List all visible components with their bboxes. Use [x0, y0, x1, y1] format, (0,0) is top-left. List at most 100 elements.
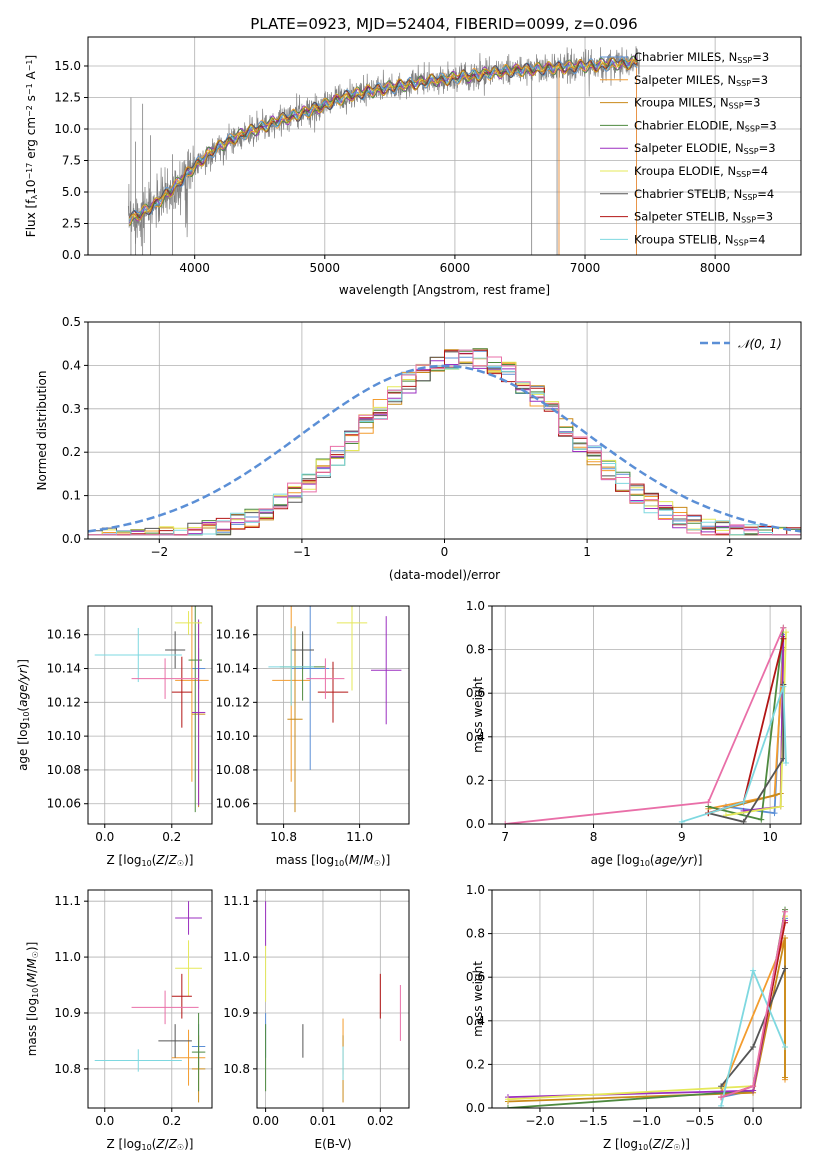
y-tick-label: 0.2: [466, 773, 485, 787]
y-tick-label: 0.2: [466, 1057, 485, 1071]
axes-frame: [87, 889, 213, 1109]
weight-marker: [758, 816, 765, 823]
x-tick-label: 8: [590, 830, 598, 844]
y-tick-label: 15.0: [54, 59, 81, 73]
y-tick-label: 10.14: [216, 662, 250, 676]
y-tick-label: 10.08: [216, 763, 250, 777]
weight-marker: [777, 803, 784, 810]
x-axis-label: (data-model)/error: [389, 568, 500, 582]
x-tick-label: 8000: [700, 261, 731, 275]
axes-frame: [87, 321, 802, 540]
weight-marker: [780, 635, 787, 642]
weight-marker: [782, 934, 789, 941]
y-tick-label: 10.08: [47, 763, 81, 777]
histogram-8: [88, 349, 801, 536]
y-tick-label: 0.6: [466, 970, 485, 984]
weight-marker: [750, 967, 757, 974]
weight-marker: [740, 799, 747, 806]
histogram-9: [88, 349, 801, 536]
weight-line-9: [681, 686, 787, 823]
weight-marker: [782, 629, 789, 636]
y-tick-label: 10.8: [223, 1062, 250, 1076]
y-tick-label: 0.0: [466, 817, 485, 831]
panel-3: 0.0 0.2 10.06 10.08 10.10 10.12 10.14 10.16 Z [l…: [16, 605, 213, 868]
y-tick-label: 0.1: [62, 489, 81, 503]
y-tick-label: 0.8: [466, 643, 485, 657]
x-tick-label: −0.5: [685, 1114, 714, 1128]
x-tick-label: 7: [501, 830, 509, 844]
x-tick-label: −2.0: [525, 1114, 554, 1128]
x-tick-label: 5000: [310, 261, 341, 275]
axes-frame: [491, 605, 802, 825]
x-tick-label: 11.0: [346, 830, 373, 844]
y-tick-label: 5.0: [62, 185, 81, 199]
weight-marker: [718, 1094, 725, 1101]
plot-area: [88, 348, 801, 536]
y-axis-label: mass weight: [471, 961, 485, 1037]
axes-frame: [491, 889, 802, 1109]
x-tick-label: 0.2: [162, 830, 181, 844]
y-axis-label: mass weight: [471, 677, 485, 753]
legend-label: Chabrier MILES, NSSP=3: [634, 50, 769, 65]
weight-marker: [502, 821, 509, 824]
y-tick-label: 10.14: [47, 662, 81, 676]
y-tick-label: 0.4: [62, 358, 81, 372]
weight-marker: [504, 1096, 511, 1103]
y-tick-label: 0.6: [466, 686, 485, 700]
x-tick-label: 0.0: [95, 1114, 114, 1128]
x-tick-label: 0.0: [95, 830, 114, 844]
legend-label: Chabrier ELODIE, NSSP=3: [634, 118, 777, 133]
axes-frame: [256, 605, 410, 825]
legend-label: Kroupa STELIB, NSSP=4: [634, 232, 765, 247]
y-tick-label: 0.4: [466, 1014, 485, 1028]
weight-marker: [750, 1043, 757, 1050]
y-tick-label: 10.12: [47, 695, 81, 709]
y-tick-label: 1.0: [466, 599, 485, 613]
weight-marker: [771, 810, 778, 817]
plot-area: [94, 606, 209, 813]
legend-label: Salpeter MILES, NSSP=3: [634, 73, 768, 88]
weight-marker: [504, 1105, 511, 1108]
y-tick-label: 10.10: [47, 729, 81, 743]
axes-frame: [256, 889, 410, 1109]
plot-area: [504, 906, 789, 1108]
y-tick-label: 10.06: [216, 797, 250, 811]
legend-label: Salpeter ELODIE, NSSP=3: [634, 141, 776, 156]
y-tick-label: 0.3: [62, 402, 81, 416]
x-tick-label: 6000: [440, 261, 471, 275]
panel-4: 10.8 11.0 10.06 10.08 10.10 10.12 10.14 10.16 ma…: [216, 605, 410, 868]
x-tick-label: 0.02: [367, 1114, 394, 1128]
x-axis-label: mass [log10(M/M☉)]: [276, 853, 391, 868]
x-tick-label: 7000: [570, 261, 601, 275]
panel-2: −2 −1 0 1 2 0.0 0.1 0.2 0.3 0.4 0.5 (data-model)/er…: [35, 315, 802, 582]
y-tick-label: 1.0: [466, 883, 485, 897]
histogram-10: [88, 349, 801, 536]
x-tick-label: 0.00: [252, 1114, 279, 1128]
x-tick-label: 0.2: [162, 1114, 181, 1128]
weight-marker: [750, 1083, 757, 1090]
y-tick-label: 10.8: [54, 1062, 81, 1076]
y-tick-label: 10.12: [216, 695, 250, 709]
y-axis-label: Normed distribution: [35, 371, 49, 491]
x-axis-label: E(B-V): [314, 1137, 351, 1151]
weight-marker: [782, 908, 789, 915]
weight-marker: [780, 624, 787, 631]
y-tick-label: 0.5: [62, 315, 81, 329]
weight-marker: [718, 1083, 725, 1090]
x-axis-label: Z [log10(Z/Z☉)]: [107, 853, 194, 868]
legend-label: Chabrier STELIB, NSSP=4: [634, 187, 774, 202]
y-tick-label: 0.0: [62, 248, 81, 262]
panel-1: 4000 5000 6000 7000 8000 0.0 2.5 5.0 7.5 10.0 12.5…: [24, 36, 802, 297]
y-tick-label: 11.1: [54, 894, 81, 908]
weight-marker: [782, 965, 789, 972]
plot-area: [268, 606, 402, 813]
weight-marker: [782, 1074, 789, 1081]
axes-frame: [87, 36, 802, 256]
x-tick-label: 10: [762, 830, 777, 844]
y-tick-label: 2.5: [62, 216, 81, 230]
y-tick-label: 10.9: [223, 1006, 250, 1020]
weight-line-7: [708, 684, 785, 823]
x-tick-label: 10.8: [270, 830, 297, 844]
x-axis-label: age [log10(age/yr)]: [591, 853, 703, 868]
model-line-7: [129, 56, 638, 222]
